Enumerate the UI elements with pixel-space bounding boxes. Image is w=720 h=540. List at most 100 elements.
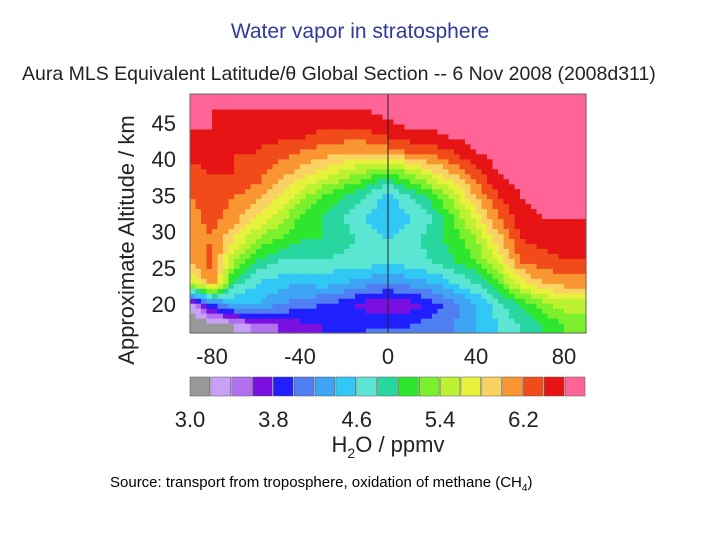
heatmap-cell [267, 328, 274, 334]
heatmap-cell [283, 143, 290, 150]
heatmap-cell [256, 148, 263, 155]
heatmap-cell [300, 183, 307, 190]
heatmap-cell [267, 113, 274, 120]
heatmap-cell [553, 153, 560, 160]
heatmap-cell [415, 323, 422, 329]
heatmap-cell [300, 238, 307, 244]
heatmap-cell [547, 308, 554, 314]
heatmap-cell [195, 318, 202, 324]
heatmap-cell [272, 318, 279, 324]
heatmap-cell [580, 308, 587, 314]
heatmap-cell [509, 138, 516, 145]
heatmap-cell [531, 228, 538, 235]
heatmap-cell [360, 263, 367, 269]
heatmap-cell [206, 188, 213, 195]
heatmap-cell [399, 328, 406, 334]
heatmap-cell [437, 268, 444, 274]
heatmap-cell [569, 143, 576, 150]
heatmap-cell [542, 153, 549, 160]
heatmap-cell [503, 178, 510, 185]
heatmap-cell [333, 238, 340, 244]
heatmap-cell [245, 248, 252, 254]
heatmap-cell [366, 123, 373, 130]
heatmap-cell [470, 243, 477, 249]
heatmap-cell [542, 163, 549, 170]
heatmap-cell [228, 288, 235, 294]
heatmap-cell [553, 308, 560, 314]
heatmap-cell [525, 258, 532, 264]
heatmap-cell [217, 123, 224, 130]
heatmap-cell [580, 133, 587, 140]
heatmap-cell [355, 98, 362, 105]
heatmap-cell [514, 103, 521, 110]
heatmap-cell [360, 138, 367, 145]
heatmap-cell [415, 228, 422, 235]
heatmap-cell [536, 253, 543, 259]
heatmap-cell [558, 238, 565, 244]
heatmap-cell [349, 233, 356, 239]
heatmap-cell [492, 138, 499, 145]
heatmap-cell [487, 293, 494, 299]
heatmap-cell [190, 158, 197, 165]
heatmap-cell [311, 108, 318, 115]
heatmap-cell [498, 303, 505, 309]
heatmap-cell [393, 94, 400, 100]
heatmap-cell [525, 143, 532, 150]
heatmap-cell [426, 268, 433, 274]
heatmap-cell [580, 163, 587, 170]
heatmap-cell [558, 138, 565, 145]
heatmap-cell [294, 328, 301, 334]
heatmap-cell [525, 98, 532, 105]
heatmap-cell [498, 203, 505, 210]
heatmap-cell [355, 228, 362, 235]
heatmap-cell [503, 258, 510, 264]
heatmap-cell [267, 158, 274, 165]
heatmap-cell [492, 168, 499, 175]
heatmap-cell [250, 188, 257, 195]
heatmap-cell [393, 128, 400, 135]
heatmap-cell [470, 313, 477, 319]
heatmap-cell [201, 263, 208, 269]
heatmap-cell [399, 248, 406, 254]
heatmap-cell [327, 223, 334, 230]
heatmap-cell [426, 323, 433, 329]
heatmap-cell [547, 293, 554, 299]
heatmap-cell [201, 108, 208, 115]
heatmap-cell [377, 178, 384, 185]
heatmap-cell [239, 308, 246, 314]
heatmap-cell [542, 183, 549, 190]
heatmap-cell [344, 323, 351, 329]
heatmap-cell [371, 308, 378, 314]
heatmap-cell [492, 308, 499, 314]
heatmap-cell [564, 263, 571, 269]
heatmap-cell [212, 208, 219, 215]
heatmap-cell [322, 143, 329, 150]
heatmap-cell [234, 223, 241, 230]
heatmap-cell [349, 283, 356, 289]
heatmap-cell [261, 183, 268, 190]
heatmap-cell [580, 168, 587, 175]
heatmap-cell [267, 128, 274, 135]
heatmap-cell [399, 308, 406, 314]
heatmap-cell [443, 153, 450, 160]
heatmap-cell [201, 198, 208, 205]
heatmap-cell [404, 308, 411, 314]
heatmap-cell [459, 323, 466, 329]
heatmap-cell [509, 303, 516, 309]
heatmap-cell [388, 148, 395, 155]
heatmap-cell [509, 148, 516, 155]
heatmap-cell [498, 213, 505, 220]
heatmap-cell [305, 273, 312, 279]
heatmap-cell [278, 263, 285, 269]
heatmap-cell [443, 188, 450, 195]
heatmap-cell [542, 213, 549, 220]
heatmap-cell [531, 178, 538, 185]
heatmap-cell [234, 308, 241, 314]
heatmap-cell [349, 103, 356, 110]
heatmap-cell [487, 113, 494, 120]
heatmap-cell [580, 253, 587, 259]
heatmap-cell [195, 328, 202, 334]
heatmap-cell [311, 153, 318, 160]
heatmap-cell [498, 193, 505, 200]
heatmap-cell [542, 253, 549, 259]
